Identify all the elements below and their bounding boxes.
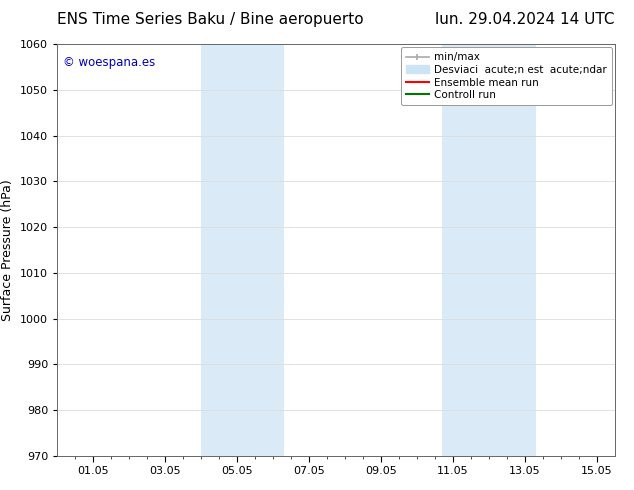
Text: © woespana.es: © woespana.es <box>63 56 155 70</box>
Bar <box>489 44 536 456</box>
Text: ENS Time Series Baku / Bine aeropuerto: ENS Time Series Baku / Bine aeropuerto <box>57 12 364 27</box>
Y-axis label: Surface Pressure (hPa): Surface Pressure (hPa) <box>1 179 15 321</box>
Bar <box>201 44 255 456</box>
Bar <box>255 44 284 456</box>
Bar <box>442 44 489 456</box>
Text: lun. 29.04.2024 14 UTC: lun. 29.04.2024 14 UTC <box>436 12 615 27</box>
Legend: min/max, Desviaci  acute;n est  acute;ndar, Ensemble mean run, Controll run: min/max, Desviaci acute;n est acute;ndar… <box>401 47 612 105</box>
